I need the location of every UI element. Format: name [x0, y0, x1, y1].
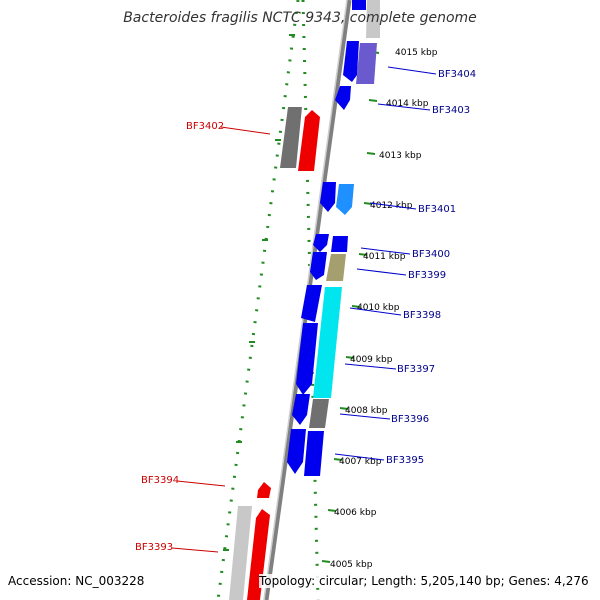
gene-label-forward[interactable]: BF3400	[412, 249, 450, 260]
gene-arrow-reverse[interactable]	[229, 506, 252, 600]
gene-arrow-forward[interactable]	[301, 285, 322, 322]
gene-label-reverse[interactable]: BF3394	[141, 475, 179, 486]
scale-labels: 4015 kbp 4014 kbp 4013 kbp 4012 kbp 4011…	[330, 48, 438, 570]
gene-arrow-forward[interactable]	[335, 86, 351, 110]
gene-arrow-forward[interactable]	[326, 254, 346, 281]
gene-arrow-forward[interactable]	[313, 287, 342, 398]
scale-label: 4010 kbp	[357, 303, 400, 313]
gene-label-forward[interactable]: BF3401	[418, 204, 456, 215]
gene-label-forward[interactable]: BF3397	[397, 364, 435, 375]
gene-arrow-forward[interactable]	[331, 236, 348, 252]
gene-arrow-forward[interactable]	[309, 399, 329, 428]
inner-dotted-ring	[216, 0, 300, 600]
accession-text: Accession: NC_003228	[8, 574, 145, 588]
genome-summary-text: Topology: circular; Length: 5,205,140 bp…	[259, 574, 589, 588]
map-title: Bacteroides fragilis NCTC 9343, complete…	[123, 10, 477, 26]
gene-label-forward[interactable]: BF3404	[438, 69, 476, 80]
reverse-label-leaders	[171, 126, 271, 553]
gene-label-forward[interactable]: BF3396	[391, 414, 429, 425]
reverse-labels: BF3402 BF3394 BF3393	[135, 121, 224, 553]
scale-label: 4006 kbp	[334, 508, 377, 518]
gene-arrow-reverse[interactable]	[298, 110, 320, 171]
forward-genes	[287, 0, 380, 476]
gene-arrow-reverse[interactable]	[280, 107, 302, 168]
gene-arrow-forward[interactable]	[343, 41, 359, 82]
outer-ring-ticks	[321, 51, 380, 563]
scale-label: 4007 kbp	[339, 457, 382, 467]
gene-arrow-forward[interactable]	[336, 184, 354, 215]
gene-label-forward[interactable]: BF3395	[386, 455, 424, 466]
forward-labels: BF3404 BF3403 BF3401 BF3400 BF3399 BF339…	[386, 69, 476, 466]
forward-label-leaders	[334, 66, 437, 461]
scale-label: 4014 kbp	[386, 99, 429, 109]
gene-arrow-reverse[interactable]	[257, 482, 271, 498]
gene-label-forward[interactable]: BF3399	[408, 270, 446, 281]
reverse-genes	[229, 107, 320, 600]
gene-arrow-forward[interactable]	[320, 182, 336, 212]
gene-arrow-forward[interactable]	[313, 234, 329, 252]
gene-arrow-forward[interactable]	[287, 429, 306, 474]
scale-label: 4008 kbp	[345, 406, 388, 416]
gene-arrow-reverse[interactable]	[247, 509, 270, 600]
gene-label-reverse[interactable]: BF3393	[135, 542, 173, 553]
scale-label: 4013 kbp	[379, 151, 422, 161]
scale-label: 4011 kbp	[363, 252, 406, 262]
scale-label: 4005 kbp	[330, 560, 373, 570]
gene-label-forward[interactable]: BF3398	[403, 310, 441, 321]
scale-label: 4015 kbp	[395, 48, 438, 58]
gene-arrow-forward[interactable]	[310, 252, 327, 280]
gene-arrow-forward[interactable]	[352, 0, 366, 10]
gene-arrow-forward[interactable]	[366, 0, 380, 38]
gene-label-reverse[interactable]: BF3402	[186, 121, 224, 132]
gene-arrow-forward[interactable]	[292, 394, 310, 425]
gene-label-forward[interactable]: BF3403	[432, 105, 470, 116]
scale-label: 4009 kbp	[350, 355, 393, 365]
gene-arrow-forward[interactable]	[296, 323, 318, 395]
gene-arrow-forward[interactable]	[304, 431, 324, 476]
inner-ring-ticks	[223, 34, 295, 551]
gene-arrow-forward[interactable]	[356, 43, 377, 84]
